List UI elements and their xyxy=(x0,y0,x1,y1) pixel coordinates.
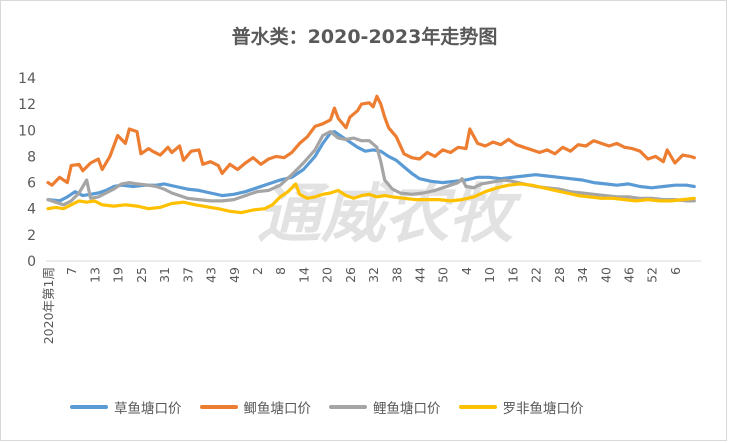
x-tick-label: 4 xyxy=(459,267,474,275)
x-axis-ticks: 2020年第1周 7 13 19 25 31 37 43 49 2 8 14 20 26 32 38 44 50 4… xyxy=(41,267,683,344)
x-tick-label: 6 xyxy=(668,267,683,275)
legend-label: 鲫鱼塘口价 xyxy=(243,401,312,417)
x-tick-label: 43 xyxy=(204,267,219,283)
legend-item-1: 草鱼塘口价 xyxy=(70,397,182,417)
series-line-3 xyxy=(46,130,696,207)
legend-label: 罗非鱼塘口价 xyxy=(502,401,584,417)
legend-item-4: 罗非鱼塘口价 xyxy=(458,397,584,417)
legend-swatch xyxy=(329,405,367,409)
x-tick-label: 22 xyxy=(529,267,544,283)
x-tick-label: 2020年第1周 xyxy=(41,267,56,344)
y-tick-label: 2 xyxy=(27,228,36,244)
y-tick-label: 4 xyxy=(27,202,36,218)
x-tick-label: 38 xyxy=(389,267,404,283)
legend-label: 鲤鱼塘口价 xyxy=(373,401,441,417)
y-tick-label: 0 xyxy=(27,254,36,270)
x-tick-label: 37 xyxy=(180,267,195,283)
x-tick-label: 13 xyxy=(87,267,102,283)
y-tick-label: 8 xyxy=(27,149,36,165)
x-tick-label: 46 xyxy=(622,267,637,283)
x-tick-label: 32 xyxy=(366,267,381,283)
x-tick-label: 8 xyxy=(273,267,288,275)
legend-label: 草鱼塘口价 xyxy=(114,401,182,417)
x-tick-label: 25 xyxy=(134,267,149,283)
x-tick-label: 44 xyxy=(413,267,428,283)
x-tick-label: 50 xyxy=(436,267,451,283)
x-tick-label: 7 xyxy=(64,267,79,275)
y-tick-label: 12 xyxy=(18,97,36,113)
legend-item-3: 鲤鱼塘口价 xyxy=(329,397,441,417)
chart-title: 普水类：2020-2023年走势图 xyxy=(231,26,498,48)
x-tick-label: 19 xyxy=(111,267,126,283)
x-tick-label: 20 xyxy=(320,267,335,283)
y-axis-ticks: 0 2 4 6 8 10 12 14 xyxy=(18,71,36,270)
x-tick-label: 14 xyxy=(296,267,311,283)
x-tick-label: 16 xyxy=(505,267,520,283)
series-line-4 xyxy=(46,182,696,215)
x-tick-label: 31 xyxy=(157,267,172,283)
y-tick-label: 10 xyxy=(18,123,36,139)
x-tick-label: 34 xyxy=(575,267,590,283)
y-tick-label: 6 xyxy=(27,176,36,192)
legend-swatch xyxy=(199,405,238,409)
x-tick-label: 2 xyxy=(250,267,265,275)
legend-swatch xyxy=(458,405,497,409)
x-tick-label: 26 xyxy=(343,267,358,283)
x-tick-label: 28 xyxy=(552,267,567,283)
series-layer xyxy=(46,94,696,215)
x-tick-label: 40 xyxy=(598,267,613,283)
y-tick-label: 14 xyxy=(18,71,36,87)
legend-item-2: 鲫鱼塘口价 xyxy=(199,397,312,417)
watermark-text: 通威农牧 xyxy=(257,178,522,252)
series-line-2 xyxy=(46,94,696,187)
legend: 草鱼塘口价 鲫鱼塘口价 鲤鱼塘口价 罗非鱼塘口价 xyxy=(70,397,670,417)
x-tick-label: 49 xyxy=(227,267,242,283)
x-tick-label: 52 xyxy=(645,267,660,283)
x-tick-label: 10 xyxy=(482,267,497,283)
legend-swatch xyxy=(70,405,108,409)
